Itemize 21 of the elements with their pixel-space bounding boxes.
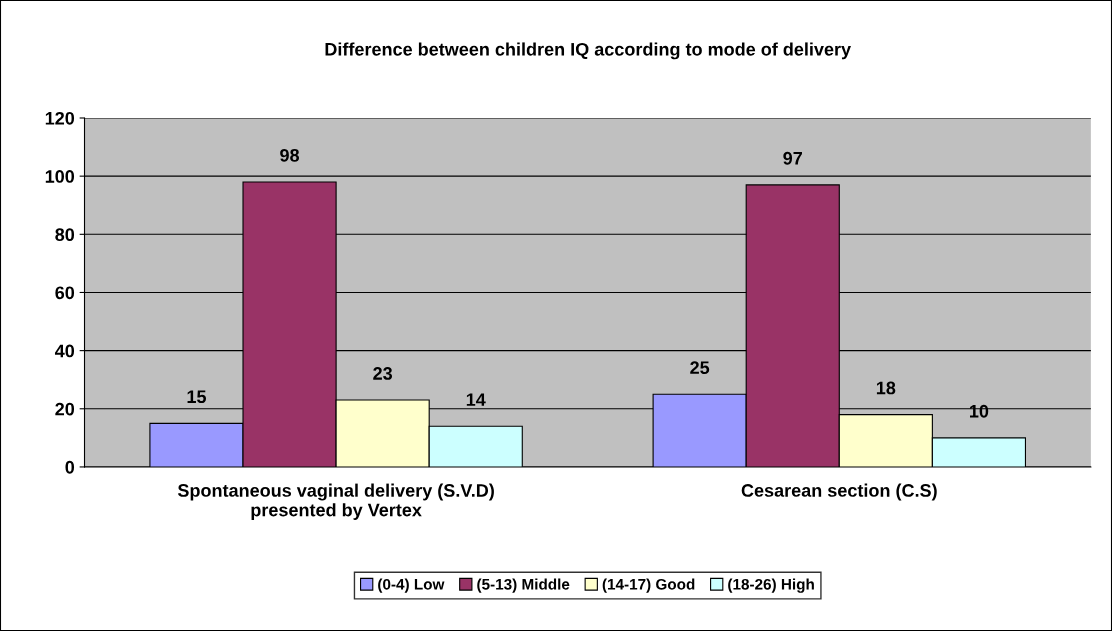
y-tick-label: 60 — [55, 286, 75, 300]
data-label: 25 — [690, 361, 710, 375]
chart-title: Difference between children IQ according to mode of delivery — [325, 42, 851, 60]
y-tick-label: 20 — [55, 402, 75, 416]
y-tick-label: 0 — [65, 460, 75, 474]
legend-label: (18-26) High — [728, 578, 814, 593]
data-label: 97 — [783, 151, 802, 165]
data-label: 23 — [373, 367, 393, 380]
legend-label: (14-17) Good — [602, 578, 695, 593]
data-label: 15 — [187, 390, 207, 404]
data-label: 98 — [280, 148, 300, 162]
legend-label: (0-4) Low — [378, 578, 445, 593]
y-tick-label: 80 — [55, 228, 75, 242]
data-label: 14 — [466, 393, 486, 406]
y-tick-label: 120 — [45, 111, 75, 125]
data-label: 18 — [876, 381, 896, 395]
legend-label: (5-13) Middle — [477, 578, 570, 593]
y-tick-label: 100 — [45, 170, 75, 183]
x-tick-label: Spontaneous vaginal delivery (S.V.D) presented by Vertex — [177, 483, 494, 520]
y-tick-label: 40 — [54, 344, 75, 358]
x-tick-label: Cesarean section (C.S) — [741, 483, 937, 501]
